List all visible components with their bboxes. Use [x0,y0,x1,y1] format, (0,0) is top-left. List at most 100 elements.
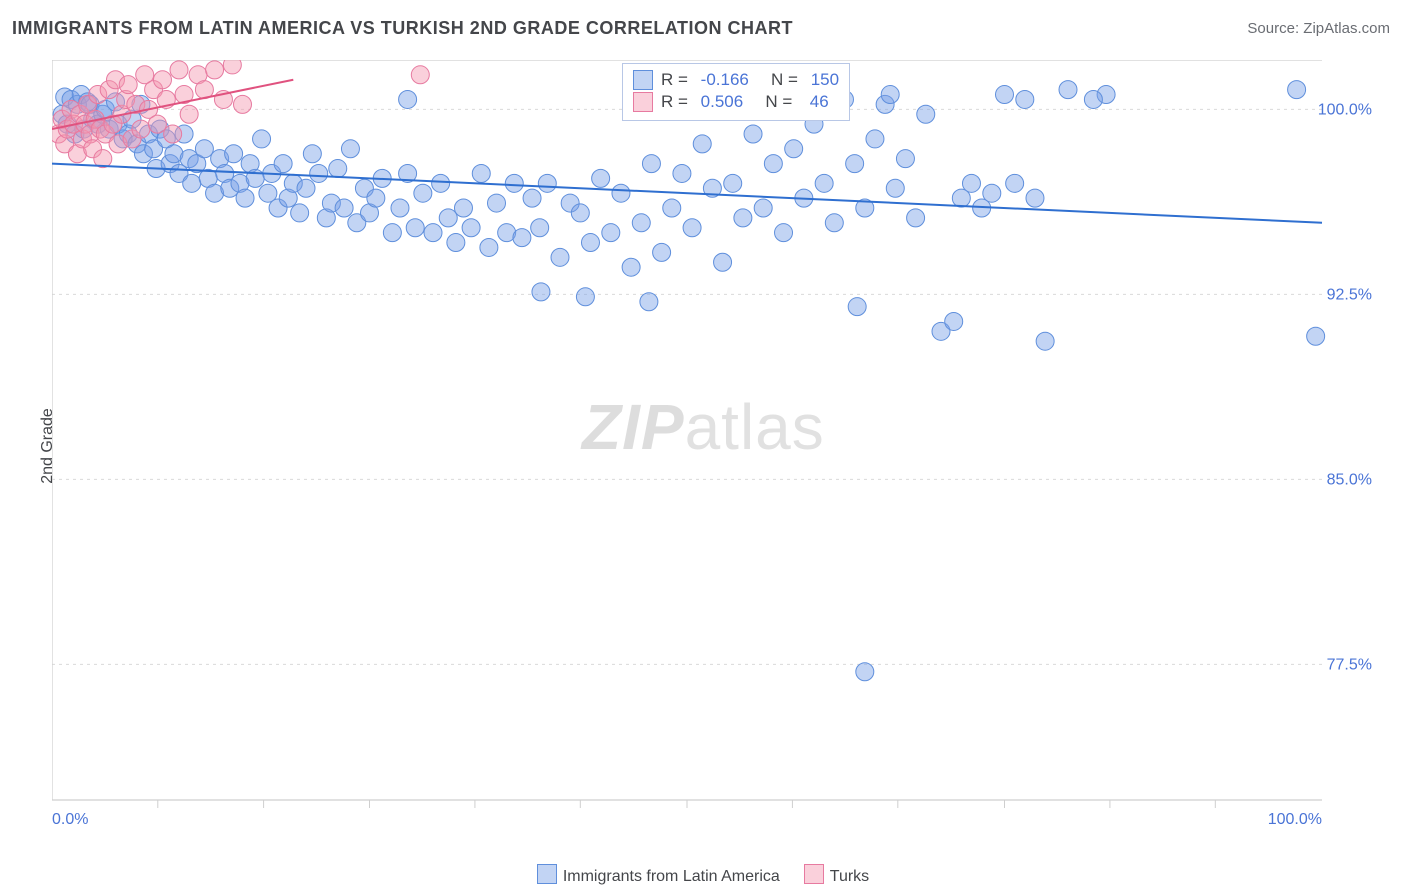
y-tick-label: 85.0% [1327,471,1372,488]
scatter-point [622,258,640,276]
scatter-point [513,229,531,247]
scatter-point [785,140,803,158]
scatter-point [148,115,166,133]
x-tick-label-right: 100.0% [1268,811,1322,828]
scatter-point [848,298,866,316]
legend-item: Immigrants from Latin America [537,864,780,886]
scatter-point [1006,174,1024,192]
scatter-point [1288,81,1306,99]
scatter-point [983,184,1001,202]
scatter-point [505,174,523,192]
scatter-point [411,66,429,84]
scatter-point [414,184,432,202]
stat-n-value: 46 [810,92,829,112]
scatter-point [462,219,480,237]
scatter-point [945,312,963,330]
stat-n-label: N = [757,70,803,90]
scatter-point [663,199,681,217]
scatter-point [612,184,630,202]
stat-r-value: -0.166 [701,70,749,90]
scatter-point [576,288,594,306]
y-tick-label: 100.0% [1318,101,1372,118]
scatter-point [551,248,569,266]
scatter-point [391,199,409,217]
scatter-point [399,90,417,108]
scatter-point [642,155,660,173]
y-tick-label: 92.5% [1327,286,1372,303]
scatter-point [1026,189,1044,207]
scatter-point [1307,327,1325,345]
stat-r-label: R = [661,70,693,90]
scatter-point [866,130,884,148]
legend-swatch [537,864,557,884]
legend-swatch [633,92,653,112]
scatter-point [846,155,864,173]
scatter-point [303,145,321,163]
scatter-point [714,253,732,271]
scatter-point [119,76,137,94]
scatter-point [754,199,772,217]
scatter-point [341,140,359,158]
scatter-point [996,86,1014,104]
y-tick-label: 77.5% [1327,656,1372,673]
scatter-point [153,71,171,89]
scatter-point [454,199,472,217]
x-tick-label-left: 0.0% [52,811,88,828]
scatter-point [632,214,650,232]
legend-bottom: Immigrants from Latin America Turks [0,864,1406,886]
scatter-point [1036,332,1054,350]
scatter-point [962,174,980,192]
scatter-point [683,219,701,237]
scatter-chart: 77.5% 85.0% 92.5% 100.0% 0.0% 100.0% [52,60,1372,830]
stats-row: R = 0.506 N = 46 [633,92,839,112]
scatter-point [538,174,556,192]
scatter-point [693,135,711,153]
scatter-point [640,293,658,311]
scatter-point [335,199,353,217]
scatter-point [1084,90,1102,108]
stat-r-value: 0.506 [701,92,744,112]
stat-n-value: 150 [811,70,839,90]
scatter-point [673,164,691,182]
scatter-point [532,283,550,301]
chart-area: 77.5% 85.0% 92.5% 100.0% 0.0% 100.0% R = -0.1… [52,60,1372,830]
scatter-point [432,174,450,192]
scatter-point [447,234,465,252]
scatter-point [881,86,899,104]
scatter-point [480,238,498,256]
scatter-point [775,224,793,242]
scatter-point [183,174,201,192]
scatter-point [856,663,874,681]
scatter-point [917,105,935,123]
stat-r-label: R = [661,92,693,112]
scatter-point [367,189,385,207]
scatter-point [180,105,198,123]
scatter-point [297,179,315,197]
scatter-point [236,189,254,207]
scatter-point [1016,90,1034,108]
scatter-point [223,60,241,74]
scatter-point [886,179,904,197]
scatter-point [531,219,549,237]
scatter-point [439,209,457,227]
stats-legend-box: R = -0.166 N = 150R = 0.506 N = 46 [622,63,850,121]
scatter-point [815,174,833,192]
scatter-point [581,234,599,252]
scatter-point [329,160,347,178]
scatter-point [406,219,424,237]
scatter-point [571,204,589,222]
source-credit: Source: ZipAtlas.com [1247,20,1390,37]
scatter-point [253,130,271,148]
legend-label: Immigrants from Latin America [563,868,780,885]
stat-n-label: N = [751,92,802,112]
scatter-point [274,155,292,173]
legend-label: Turks [830,868,869,885]
scatter-point [234,95,252,113]
stats-row: R = -0.166 N = 150 [633,70,839,90]
scatter-point [896,150,914,168]
source-label: Source: [1247,20,1303,37]
scatter-point [310,164,328,182]
scatter-point [592,169,610,187]
scatter-point [653,243,671,261]
chart-title: IMMIGRANTS FROM LATIN AMERICA VS TURKISH… [12,18,793,39]
